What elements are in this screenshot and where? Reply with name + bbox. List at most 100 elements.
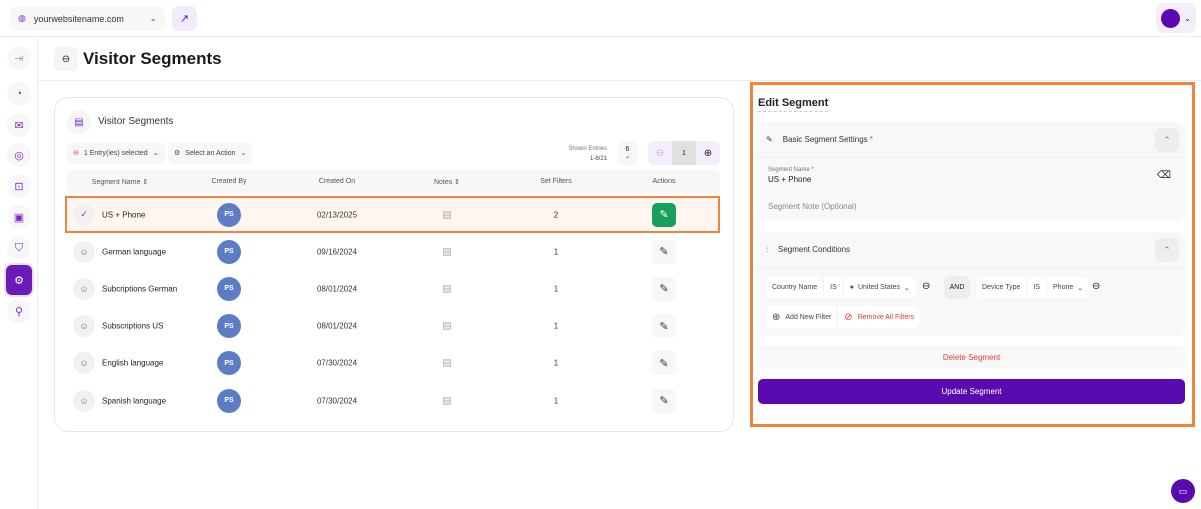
- external-link-button[interactable]: ↗: [172, 6, 197, 31]
- eraser-icon[interactable]: ⌫: [1156, 170, 1171, 181]
- user-menu-button[interactable]: ⌄: [1156, 3, 1196, 33]
- note-icon[interactable]: ▤: [442, 357, 452, 369]
- table-row[interactable]: ☺ Subcriptions German PS 08/01/2024 ▤ 1 …: [67, 270, 720, 307]
- segments-icon: ▤: [67, 110, 91, 134]
- table-row[interactable]: ☺ German language PS 09/16/2024 ▤ 1 ✎: [67, 233, 720, 270]
- created-on: 07/30/2024: [316, 358, 358, 368]
- segment-user-icon[interactable]: ☺: [73, 389, 95, 412]
- next-page-button[interactable]: ⊕: [703, 147, 713, 159]
- basic-settings-header[interactable]: ✎ Basic Segment Settings *: [758, 122, 1185, 158]
- condition-field[interactable]: Country Name: [766, 277, 825, 298]
- edit-title: Edit Segment: [758, 97, 829, 112]
- edit-button[interactable]: ✎: [652, 388, 676, 413]
- conditions-header[interactable]: ⫶ Segment Conditions: [758, 232, 1185, 268]
- segment-user-icon[interactable]: ☺: [73, 352, 95, 375]
- set-filters: 2: [553, 210, 559, 219]
- and-toggle[interactable]: AND: [944, 276, 970, 299]
- edit-segment-panel: [750, 82, 1195, 427]
- segments-card: [54, 97, 734, 432]
- remove-all-filters-button[interactable]: ⊘ Remove All Filters: [844, 311, 915, 323]
- conditions-section: ⫶ Segment Conditions ⌃ Country Name IS ● U…: [758, 232, 1185, 336]
- site-selector[interactable]: ◍ yourwebsitename.com ⌄: [10, 6, 165, 31]
- remove-condition-icon[interactable]: ⊖: [922, 281, 931, 292]
- condition-value[interactable]: ● United States ⌄: [849, 284, 910, 292]
- note-icon[interactable]: ▤: [442, 320, 452, 332]
- per-page-select[interactable]: 6 ⌄: [617, 141, 638, 165]
- top-bar: [0, 0, 1201, 37]
- segment-name-input[interactable]: US + Phone: [768, 175, 812, 184]
- note-icon[interactable]: ▤: [442, 283, 452, 295]
- created-on: 07/30/2024: [316, 396, 358, 405]
- filter-actions: ⊕ Add New Filter ⊘ Remove All Filters: [766, 306, 921, 328]
- edit-button[interactable]: ✎: [652, 276, 676, 301]
- condition-field[interactable]: Device Type: [976, 277, 1028, 298]
- table-row[interactable]: ☺ Spanish language PS 07/30/2024 ▤ 1 ✎: [67, 382, 720, 419]
- action-dropdown[interactable]: ⚙ Select an Action ⌄: [168, 142, 253, 164]
- action-label: Select an Action: [185, 149, 236, 157]
- segment-name: Subcriptions German: [102, 284, 177, 294]
- prev-page-button[interactable]: ⊖: [655, 147, 665, 159]
- note-icon[interactable]: ▤: [442, 246, 452, 258]
- note-icon[interactable]: ▤: [442, 209, 452, 220]
- segment-note-input[interactable]: Segment Note (Optional): [768, 202, 857, 211]
- edit-button[interactable]: ✎: [652, 239, 676, 264]
- creator-avatar: PS: [217, 202, 241, 227]
- delete-segment-button[interactable]: Delete Segment: [758, 346, 1185, 368]
- table-row[interactable]: ☺ Subscriptions US PS 08/01/2024 ▤ 1 ✎: [67, 308, 720, 345]
- selection-dropdown[interactable]: ⊖ 1 Entry(ies) selected ⌄: [67, 142, 165, 164]
- ban-icon: ⊘: [844, 311, 853, 323]
- shield-icon[interactable]: ⛉: [7, 236, 31, 260]
- inbox-icon[interactable]: ✉: [7, 113, 31, 137]
- segment-user-icon[interactable]: ☺: [73, 315, 95, 338]
- edit-button[interactable]: ✎: [652, 202, 676, 227]
- current-page[interactable]: 1: [672, 141, 696, 165]
- collapse-button[interactable]: ⌃: [1155, 238, 1179, 262]
- segment-name: US + Phone: [102, 210, 146, 219]
- chevron-down-icon: ⌄: [1184, 13, 1191, 23]
- col-actions: Actions: [652, 178, 676, 185]
- shown-entries: Shown Entries 1-6/21: [545, 144, 607, 164]
- scan-icon[interactable]: ⊡: [7, 174, 31, 198]
- add-filter-button[interactable]: ⊕ Add New Filter: [766, 306, 839, 328]
- created-on: 08/01/2024: [316, 284, 358, 294]
- deselect-icon: ⊖: [73, 150, 79, 157]
- col-set-filters: Set Filters: [540, 178, 572, 185]
- settings-icon[interactable]: ⚙: [6, 265, 32, 295]
- col-created-on: Created On: [318, 178, 356, 185]
- remove-condition-icon[interactable]: ⊖: [1092, 281, 1101, 292]
- title-bar: [38, 37, 1201, 81]
- chat-support-button[interactable]: ▭: [1171, 479, 1195, 503]
- condition-operator[interactable]: IS: [1027, 277, 1048, 298]
- table-row[interactable]: ☺ English language PS 07/30/2024 ▤ 1 ✎: [67, 345, 720, 382]
- set-filters: 1: [553, 284, 559, 294]
- condition-device: Device Type IS Phone ⌄: [976, 277, 1090, 298]
- site-name: yourwebsitename.com: [33, 13, 124, 24]
- col-created-by: Created By: [211, 178, 247, 185]
- table-row[interactable]: ✓ US + Phone PS 02/13/2025 ▤ 2 ✎: [65, 196, 720, 233]
- col-notes[interactable]: Notes ⇕: [433, 179, 461, 186]
- col-segment-name[interactable]: Segment Name ⇕: [91, 179, 149, 186]
- fingerprint-icon[interactable]: ◎: [7, 143, 31, 167]
- edit-button[interactable]: ✎: [652, 351, 676, 376]
- user-location-icon[interactable]: ⚲: [7, 299, 31, 323]
- condition-value[interactable]: Phone ⌄: [1053, 284, 1084, 292]
- chat-icon[interactable]: ▣: [7, 205, 31, 229]
- expand-sidebar-icon[interactable]: ⇥: [7, 46, 31, 70]
- gear-icon: ⚙: [174, 150, 181, 157]
- segment-user-icon[interactable]: ☺: [73, 240, 95, 263]
- segment-user-icon[interactable]: ☺: [73, 277, 95, 300]
- condition-operator[interactable]: IS: [824, 277, 844, 298]
- set-filters: 1: [553, 396, 559, 405]
- name-label: Segment Name *: [768, 167, 814, 173]
- back-button[interactable]: ⊖: [54, 47, 78, 71]
- update-segment-button[interactable]: Update Segment: [758, 379, 1185, 404]
- creator-avatar: PS: [217, 351, 241, 376]
- dashboard-icon[interactable]: ◔: [7, 82, 31, 106]
- check-circle-icon[interactable]: ✓: [73, 203, 95, 226]
- conditions-title: Segment Conditions: [778, 245, 851, 254]
- sidebar: ⇥ ◔ ✉ ◎ ⊡ ▣ ⛉ ⚙ ⚲: [0, 37, 38, 509]
- card-title: Visitor Segments: [98, 116, 174, 127]
- note-icon[interactable]: ▤: [442, 395, 452, 406]
- edit-button[interactable]: ✎: [652, 314, 676, 339]
- collapse-button[interactable]: ⌃: [1155, 128, 1179, 152]
